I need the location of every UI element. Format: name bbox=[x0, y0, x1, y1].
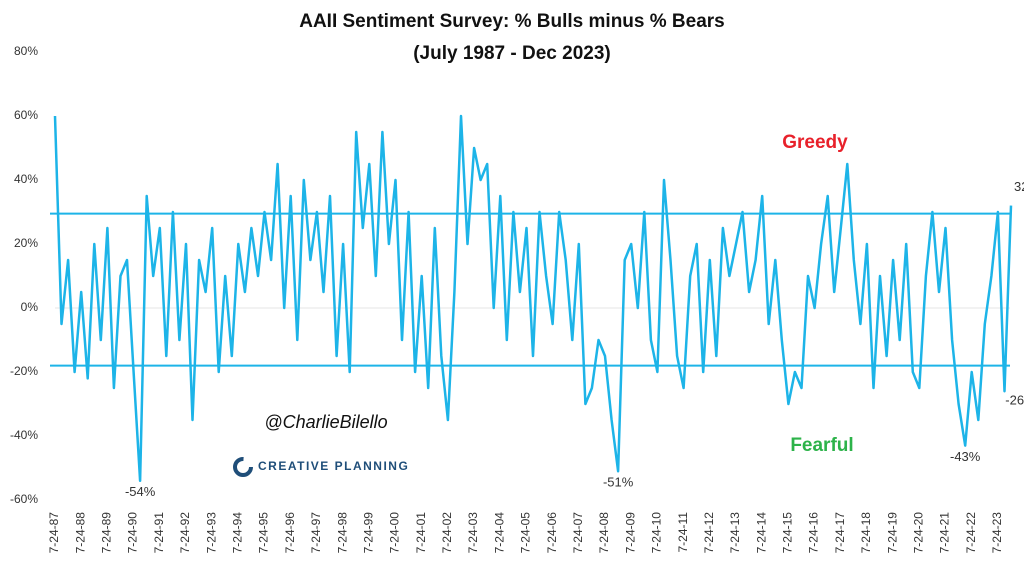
y-tick-label: -40% bbox=[10, 428, 38, 442]
x-tick-label: 7-24-89 bbox=[100, 512, 114, 554]
x-tick-label: 7-24-96 bbox=[283, 512, 297, 554]
value-label: 32% bbox=[1014, 179, 1024, 194]
x-tick-label: 7-24-04 bbox=[492, 512, 506, 554]
logo bbox=[233, 457, 253, 477]
y-tick-label: 60% bbox=[14, 108, 38, 122]
y-tick-label: 80% bbox=[14, 44, 38, 58]
y-tick-label: 40% bbox=[14, 172, 38, 186]
x-tick-label: 7-24-12 bbox=[702, 512, 716, 554]
x-tick-label: 7-24-09 bbox=[623, 512, 637, 554]
credit-author: @CharlieBilello bbox=[264, 412, 387, 432]
x-tick-label: 7-24-92 bbox=[178, 512, 192, 554]
x-tick-label: 7-24-02 bbox=[440, 512, 454, 554]
x-tick-label: 7-24-19 bbox=[885, 512, 899, 554]
x-tick-label: 7-24-99 bbox=[361, 512, 375, 554]
x-tick-label: 7-24-97 bbox=[309, 512, 323, 554]
x-tick-label: 7-24-15 bbox=[781, 512, 795, 554]
x-tick-label: 7-24-98 bbox=[335, 512, 349, 554]
x-tick-label: 7-24-18 bbox=[859, 512, 873, 554]
value-label: -43% bbox=[950, 449, 981, 464]
y-tick-label: -20% bbox=[10, 364, 38, 378]
value-label: -54% bbox=[125, 484, 156, 499]
greedy-label: Greedy bbox=[782, 132, 848, 153]
x-tick-label: 7-24-03 bbox=[466, 512, 480, 554]
y-tick-label: 0% bbox=[21, 300, 39, 314]
x-tick-label: 7-24-93 bbox=[204, 512, 218, 554]
x-tick-label: 7-24-08 bbox=[597, 512, 611, 554]
value-label: -51% bbox=[603, 475, 634, 490]
x-tick-label: 7-24-01 bbox=[414, 512, 428, 554]
y-tick-label: -60% bbox=[10, 492, 38, 506]
chart-title: AAII Sentiment Survey: % Bulls minus % B… bbox=[299, 11, 725, 32]
x-tick-label: 7-24-16 bbox=[807, 512, 821, 554]
x-tick-label: 7-24-23 bbox=[990, 512, 1004, 554]
x-tick-label: 7-24-10 bbox=[650, 512, 664, 554]
x-tick-label: 7-24-13 bbox=[728, 512, 742, 554]
y-tick-label: 20% bbox=[14, 236, 38, 250]
x-tick-label: 7-24-20 bbox=[912, 512, 926, 554]
x-tick-label: 7-24-91 bbox=[152, 512, 166, 554]
x-tick-label: 7-24-21 bbox=[938, 512, 952, 554]
x-tick-label: 7-24-14 bbox=[754, 512, 768, 554]
x-tick-label: 7-24-07 bbox=[571, 512, 585, 554]
x-tick-label: 7-24-05 bbox=[519, 512, 533, 554]
x-tick-label: 7-24-11 bbox=[676, 512, 690, 553]
x-tick-label: 7-24-94 bbox=[231, 512, 245, 554]
x-tick-label: 7-24-90 bbox=[126, 512, 140, 554]
chart-subtitle: (July 1987 - Dec 2023) bbox=[413, 43, 611, 64]
value-label: -26% bbox=[1005, 393, 1024, 408]
x-tick-label: 7-24-88 bbox=[73, 512, 87, 554]
x-tick-label: 7-24-17 bbox=[833, 512, 847, 554]
x-tick-label: 7-24-87 bbox=[47, 512, 61, 554]
x-tick-label: 7-24-95 bbox=[257, 512, 271, 554]
x-tick-label: 7-24-00 bbox=[388, 512, 402, 554]
credit-firm: CREATIVE PLANNING bbox=[258, 459, 409, 473]
x-tick-label: 7-24-06 bbox=[545, 512, 559, 554]
fearful-label: Fearful bbox=[790, 435, 853, 456]
sentiment-line bbox=[53, 114, 1013, 483]
x-tick-label: 7-24-22 bbox=[964, 512, 978, 554]
